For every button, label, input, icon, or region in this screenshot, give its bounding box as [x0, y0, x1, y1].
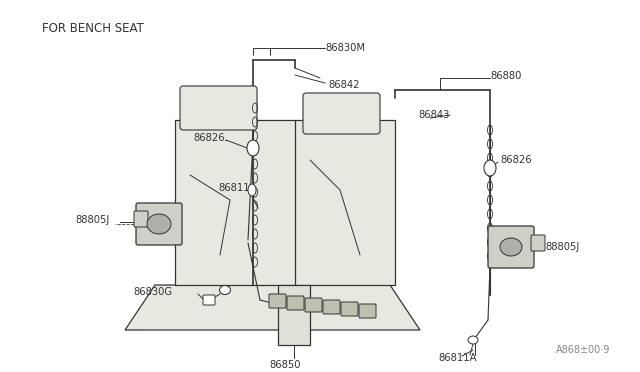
Text: 86811A: 86811A	[438, 353, 477, 363]
Text: 86811A: 86811A	[218, 183, 257, 193]
Text: 86843: 86843	[418, 110, 449, 120]
FancyBboxPatch shape	[203, 295, 215, 305]
Ellipse shape	[248, 184, 256, 196]
FancyBboxPatch shape	[269, 294, 286, 308]
Text: 86830G: 86830G	[133, 287, 172, 297]
Polygon shape	[125, 285, 420, 330]
Ellipse shape	[247, 140, 259, 156]
Polygon shape	[305, 95, 378, 132]
Text: A868±00·9: A868±00·9	[556, 345, 610, 355]
Ellipse shape	[484, 160, 496, 176]
FancyBboxPatch shape	[180, 86, 257, 130]
FancyBboxPatch shape	[303, 93, 380, 134]
FancyBboxPatch shape	[341, 302, 358, 316]
Text: 86826: 86826	[193, 133, 225, 143]
Bar	[278, 285, 310, 345]
Text: 86850: 86850	[269, 360, 301, 370]
FancyBboxPatch shape	[305, 298, 322, 312]
Ellipse shape	[147, 214, 171, 234]
FancyBboxPatch shape	[359, 304, 376, 318]
Text: FOR BENCH SEAT: FOR BENCH SEAT	[42, 22, 144, 35]
Text: 86830M: 86830M	[325, 43, 365, 53]
Text: 86880: 86880	[490, 71, 522, 81]
Ellipse shape	[220, 285, 230, 295]
Text: 88805J: 88805J	[545, 242, 579, 252]
FancyBboxPatch shape	[134, 211, 148, 227]
Ellipse shape	[468, 336, 478, 344]
Text: 86826: 86826	[500, 155, 532, 165]
Ellipse shape	[500, 238, 522, 256]
Polygon shape	[182, 88, 255, 128]
FancyBboxPatch shape	[323, 300, 340, 314]
Polygon shape	[175, 120, 395, 285]
FancyBboxPatch shape	[531, 235, 545, 251]
FancyBboxPatch shape	[287, 296, 304, 310]
Text: 88805J: 88805J	[75, 215, 109, 225]
FancyBboxPatch shape	[136, 203, 182, 245]
FancyBboxPatch shape	[488, 226, 534, 268]
Text: 86842: 86842	[328, 80, 360, 90]
